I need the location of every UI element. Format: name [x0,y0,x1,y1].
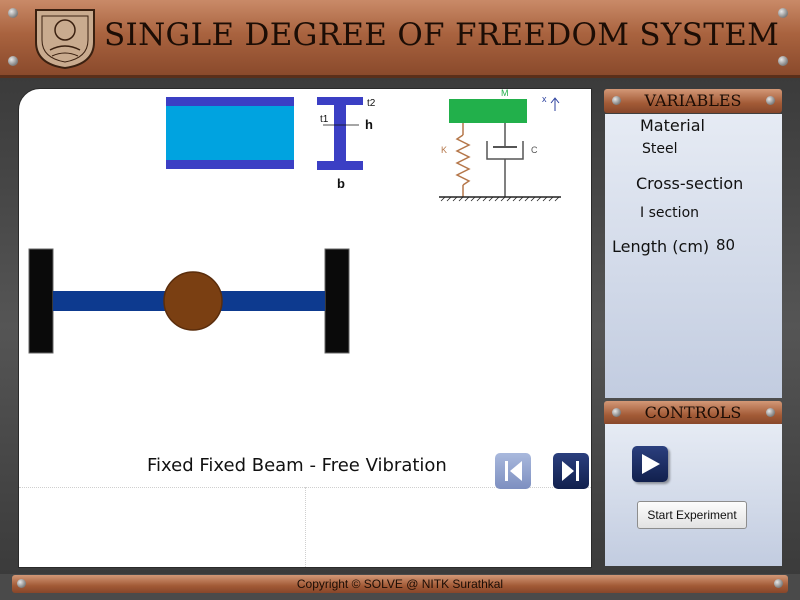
label-h: h [365,117,373,132]
copyright-text: Copyright © SOLVE @ NITK Surathkal [296,577,504,591]
rivet-icon [612,408,621,417]
app-title: SINGLE DEGREE OF FREEDOM SYSTEM [104,17,780,53]
length-label: Length (cm) [612,237,710,256]
app-header: SINGLE DEGREE OF FREEDOM SYSTEM [0,0,800,78]
material-value: Steel [642,141,678,157]
next-button[interactable] [553,453,589,489]
previous-icon [505,461,522,481]
divider [305,487,306,567]
label-damper: C [531,145,538,155]
controls-panel-header: CONTROLS [604,401,782,425]
rivet-icon [8,56,18,66]
simulation-canvas: t2 t1 h b M x K C Fixed Fixed Beam - Fre… [18,88,592,568]
beam-section-diagram [166,97,294,169]
label-t2: t2 [367,98,376,109]
label-t1: t1 [320,114,329,125]
cross-section-value: I section [640,205,700,221]
previous-button[interactable] [495,453,531,489]
fixed-fixed-beam [28,248,350,354]
start-experiment-button[interactable]: Start Experiment [637,501,747,529]
play-button[interactable] [632,446,668,482]
label-displacement: x [542,94,547,104]
simulation-caption: Fixed Fixed Beam - Free Vibration [147,455,447,476]
rivet-icon [17,579,26,588]
variables-title: VARIABLES [644,91,742,110]
controls-title: CONTROLS [644,403,742,422]
play-icon [642,454,660,474]
sdof-model-diagram: M x K C [439,89,561,202]
rivet-icon [8,8,18,18]
rivet-icon [766,96,775,105]
cross-section-label: Cross-section [636,174,744,193]
i-section-diagram: t2 t1 h b [317,97,376,191]
label-spring: K [441,145,447,155]
rivet-icon [774,579,783,588]
label-b: b [337,176,345,191]
rivet-icon [778,8,788,18]
next-icon [562,461,579,481]
variables-panel [605,114,782,398]
rivet-icon [612,96,621,105]
rivet-icon [766,408,775,417]
material-label: Material [640,116,705,135]
variables-panel-header: VARIABLES [604,89,782,113]
length-value: 80 [716,236,736,254]
arrow-up-icon [550,97,560,111]
controls-panel [605,424,782,566]
footer-bar: Copyright © SOLVE @ NITK Surathkal [12,575,788,593]
institute-emblem-icon [35,9,95,70]
label-mass: M [501,89,509,98]
rivet-icon [778,56,788,66]
